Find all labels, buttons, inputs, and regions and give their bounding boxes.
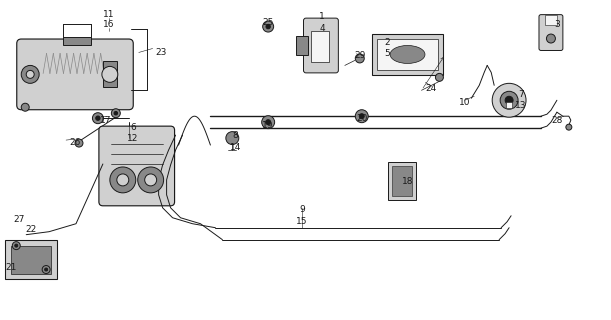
Circle shape [262,116,274,129]
Circle shape [111,109,120,118]
Circle shape [26,70,34,78]
Circle shape [492,83,526,117]
Bar [103,61,117,87]
Text: 10: 10 [459,98,470,107]
Text: 12: 12 [127,133,139,143]
Text: 19: 19 [262,121,274,130]
Bar [371,34,444,76]
Circle shape [117,174,129,186]
Circle shape [505,96,513,104]
Text: 28: 28 [551,116,563,125]
Text: 25: 25 [263,18,274,27]
Text: 8: 8 [232,131,238,140]
Circle shape [92,113,103,124]
Bar [63,36,91,44]
Bar [392,166,412,196]
FancyBboxPatch shape [99,126,175,206]
Bar [11,246,51,274]
Text: 26: 26 [69,138,81,147]
Circle shape [45,268,48,271]
Text: 7: 7 [518,90,524,99]
Circle shape [21,65,39,83]
Bar [5,240,57,279]
Text: 1: 1 [319,12,325,21]
Text: 27: 27 [13,215,25,224]
Text: 4: 4 [319,24,324,33]
Circle shape [114,111,118,115]
Circle shape [359,114,364,119]
Circle shape [266,24,270,29]
Circle shape [355,110,368,123]
Circle shape [436,73,444,81]
Ellipse shape [390,45,425,63]
Text: 13: 13 [515,101,527,110]
Circle shape [102,67,118,82]
Bar [311,31,329,62]
Circle shape [145,174,156,186]
Circle shape [266,120,271,125]
Text: 22: 22 [26,225,37,234]
Text: 23: 23 [155,48,166,57]
Text: 16: 16 [103,20,115,29]
Circle shape [12,242,20,250]
Text: 15: 15 [296,217,308,226]
Text: 20: 20 [356,114,367,123]
Bar [296,36,308,55]
Bar [387,162,415,200]
Text: 5: 5 [385,49,390,58]
Text: 2: 2 [385,38,390,47]
Text: 14: 14 [230,142,241,152]
FancyBboxPatch shape [539,15,563,51]
Circle shape [566,124,572,130]
Text: 18: 18 [402,177,413,187]
Circle shape [75,139,83,147]
Bar [506,102,512,108]
FancyBboxPatch shape [16,39,133,110]
Text: 3: 3 [554,20,560,29]
Circle shape [355,54,364,63]
Bar [377,38,439,70]
Bar [545,15,557,25]
Text: 11: 11 [103,10,115,19]
FancyBboxPatch shape [304,18,338,73]
Text: 9: 9 [299,205,305,214]
Circle shape [42,266,50,274]
Circle shape [546,34,555,43]
Text: 17: 17 [100,116,112,125]
Text: 24: 24 [426,84,437,93]
Circle shape [96,116,100,120]
Text: 6: 6 [130,123,136,132]
Text: 29: 29 [354,51,365,60]
Circle shape [15,244,18,247]
Text: 21: 21 [5,263,17,272]
Circle shape [137,167,164,193]
Circle shape [263,21,274,32]
Circle shape [110,167,136,193]
Circle shape [500,91,518,109]
Circle shape [226,132,239,145]
Circle shape [21,103,29,111]
